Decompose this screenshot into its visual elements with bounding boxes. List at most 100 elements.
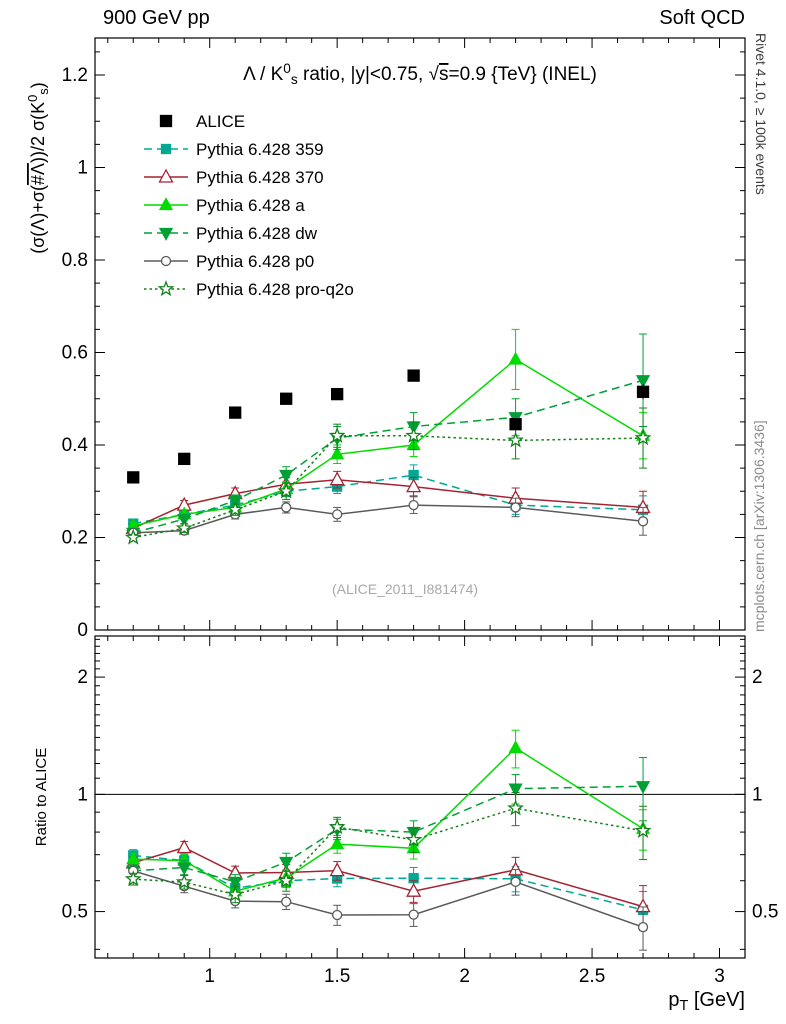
marker-star [277, 871, 295, 888]
y-tick-label: 0.4 [62, 435, 89, 456]
marker-star [328, 426, 346, 443]
main-panel-series [124, 328, 652, 545]
marker-square [509, 418, 522, 431]
marker-star [175, 519, 193, 536]
series-line [133, 358, 644, 527]
marker-square [331, 387, 344, 401]
analysis-id-watermark: (ALICE_2011_I881474) [331, 581, 479, 597]
series-line [133, 435, 644, 539]
marker-triangle-up [330, 446, 345, 460]
marker-star [634, 429, 652, 446]
y-tick-label: 0.2 [62, 528, 88, 549]
marker-triangle-down [177, 862, 192, 876]
marker-triangle-up [508, 740, 523, 754]
legend-label: Pythia 6.428 p0 [196, 252, 314, 271]
marker-star [175, 873, 193, 890]
marker-triangle-down [635, 375, 651, 389]
marker-circle [332, 909, 343, 921]
marker-triangle-up [158, 168, 174, 183]
legend-label: ALICE [196, 112, 245, 131]
series-line [133, 379, 644, 534]
y-tick-label: 0 [77, 620, 88, 641]
ratio-tick-label-left: 0.5 [62, 902, 88, 923]
marker-triangle-up [330, 836, 345, 850]
y-axis-label: (σ(Λ)+σ(#Λ))/2 σ(K0s) [25, 82, 51, 254]
process-group-label: Soft QCD [659, 7, 745, 29]
marker-star [226, 885, 244, 902]
marker-triangle-up [176, 839, 192, 854]
series-line [132, 846, 644, 908]
marker-triangle-up [508, 351, 523, 365]
main-frame [94, 37, 746, 631]
legend-label: Pythia 6.428 370 [196, 168, 324, 187]
marker-circle [637, 516, 649, 527]
legend: ALICE Pythia 6.428 359 Pythia 6.428 370 Pyt… [144, 112, 354, 299]
marker-square [127, 471, 140, 484]
marker-star [157, 280, 175, 297]
marker-triangle-down [158, 227, 174, 241]
ratio-tick-label-right: 0.5 [752, 902, 778, 923]
marker-star [124, 528, 142, 545]
x-axis-label: pT [GeV] [668, 989, 745, 1014]
legend-label: Pythia 6.428 pro-q2o [196, 280, 354, 299]
series-line [133, 747, 644, 893]
series-line [133, 807, 644, 896]
marker-square [407, 369, 420, 382]
ratio-frame [94, 635, 746, 959]
ratio-tick-label-right: 1 [752, 784, 763, 805]
legend-label: Pythia 6.428 a [196, 196, 305, 215]
marker-triangle-up [329, 471, 345, 486]
y-tick-label: 1 [77, 158, 88, 179]
ratio-axis-label: Ratio to ALICE [33, 748, 50, 846]
y-tick-label: 0.8 [62, 250, 88, 271]
series-line [133, 474, 644, 525]
marker-square [280, 392, 293, 405]
legend-label: Pythia 6.428 dw [196, 224, 318, 243]
marker-star [507, 799, 525, 816]
marker-star [277, 482, 295, 499]
marker-triangle-down [508, 783, 523, 797]
x-tick-label: 2 [459, 966, 470, 987]
x-tick-label: 1.5 [324, 966, 350, 987]
series-line [132, 870, 644, 928]
y-tick-label: 0.6 [62, 343, 88, 364]
ratio-tick-label-left: 1 [77, 784, 88, 805]
marker-star [226, 500, 244, 517]
marker-triangle-down [279, 469, 294, 483]
marker-square [636, 385, 650, 398]
marker-circle [408, 909, 419, 920]
series-line [133, 504, 644, 534]
marker-square [229, 406, 242, 419]
marker-triangle-down [279, 856, 294, 870]
marker-circle [510, 876, 521, 888]
marker-triangle-up [329, 862, 345, 877]
x-tick-label: 1 [204, 966, 215, 987]
marker-triangle-up [406, 478, 422, 493]
marker-star [507, 431, 525, 448]
y-tick-label: 1.2 [62, 65, 88, 86]
marker-square [178, 452, 191, 466]
series-line [133, 785, 644, 883]
marker-circle [637, 922, 649, 933]
ratio-tick-label-right: 2 [752, 667, 763, 688]
ratio-panel-series [95, 729, 745, 951]
marker-triangle-down [228, 876, 243, 890]
marker-star [124, 870, 142, 887]
marker-triangle-up [126, 851, 141, 865]
marker-circle [160, 255, 172, 267]
legend-label: Pythia 6.428 359 [196, 140, 324, 159]
marker-star [405, 426, 423, 443]
marker-triangle-up [406, 882, 422, 897]
x-tick-label: 2.5 [579, 966, 605, 987]
beam-energy-label: 900 GeV pp [103, 7, 210, 29]
plot-title: Λ / K0s ratio, |y|<0.75, √s=0.9 {TeV} (I… [243, 61, 597, 87]
marker-square [159, 114, 173, 128]
marker-square [160, 143, 172, 155]
x-tick-label: 3 [714, 966, 725, 987]
ratio-tick-label-left: 2 [77, 667, 88, 688]
series-line [133, 854, 644, 911]
marker-circle [281, 502, 292, 513]
axes-and-ticks [94, 37, 746, 959]
